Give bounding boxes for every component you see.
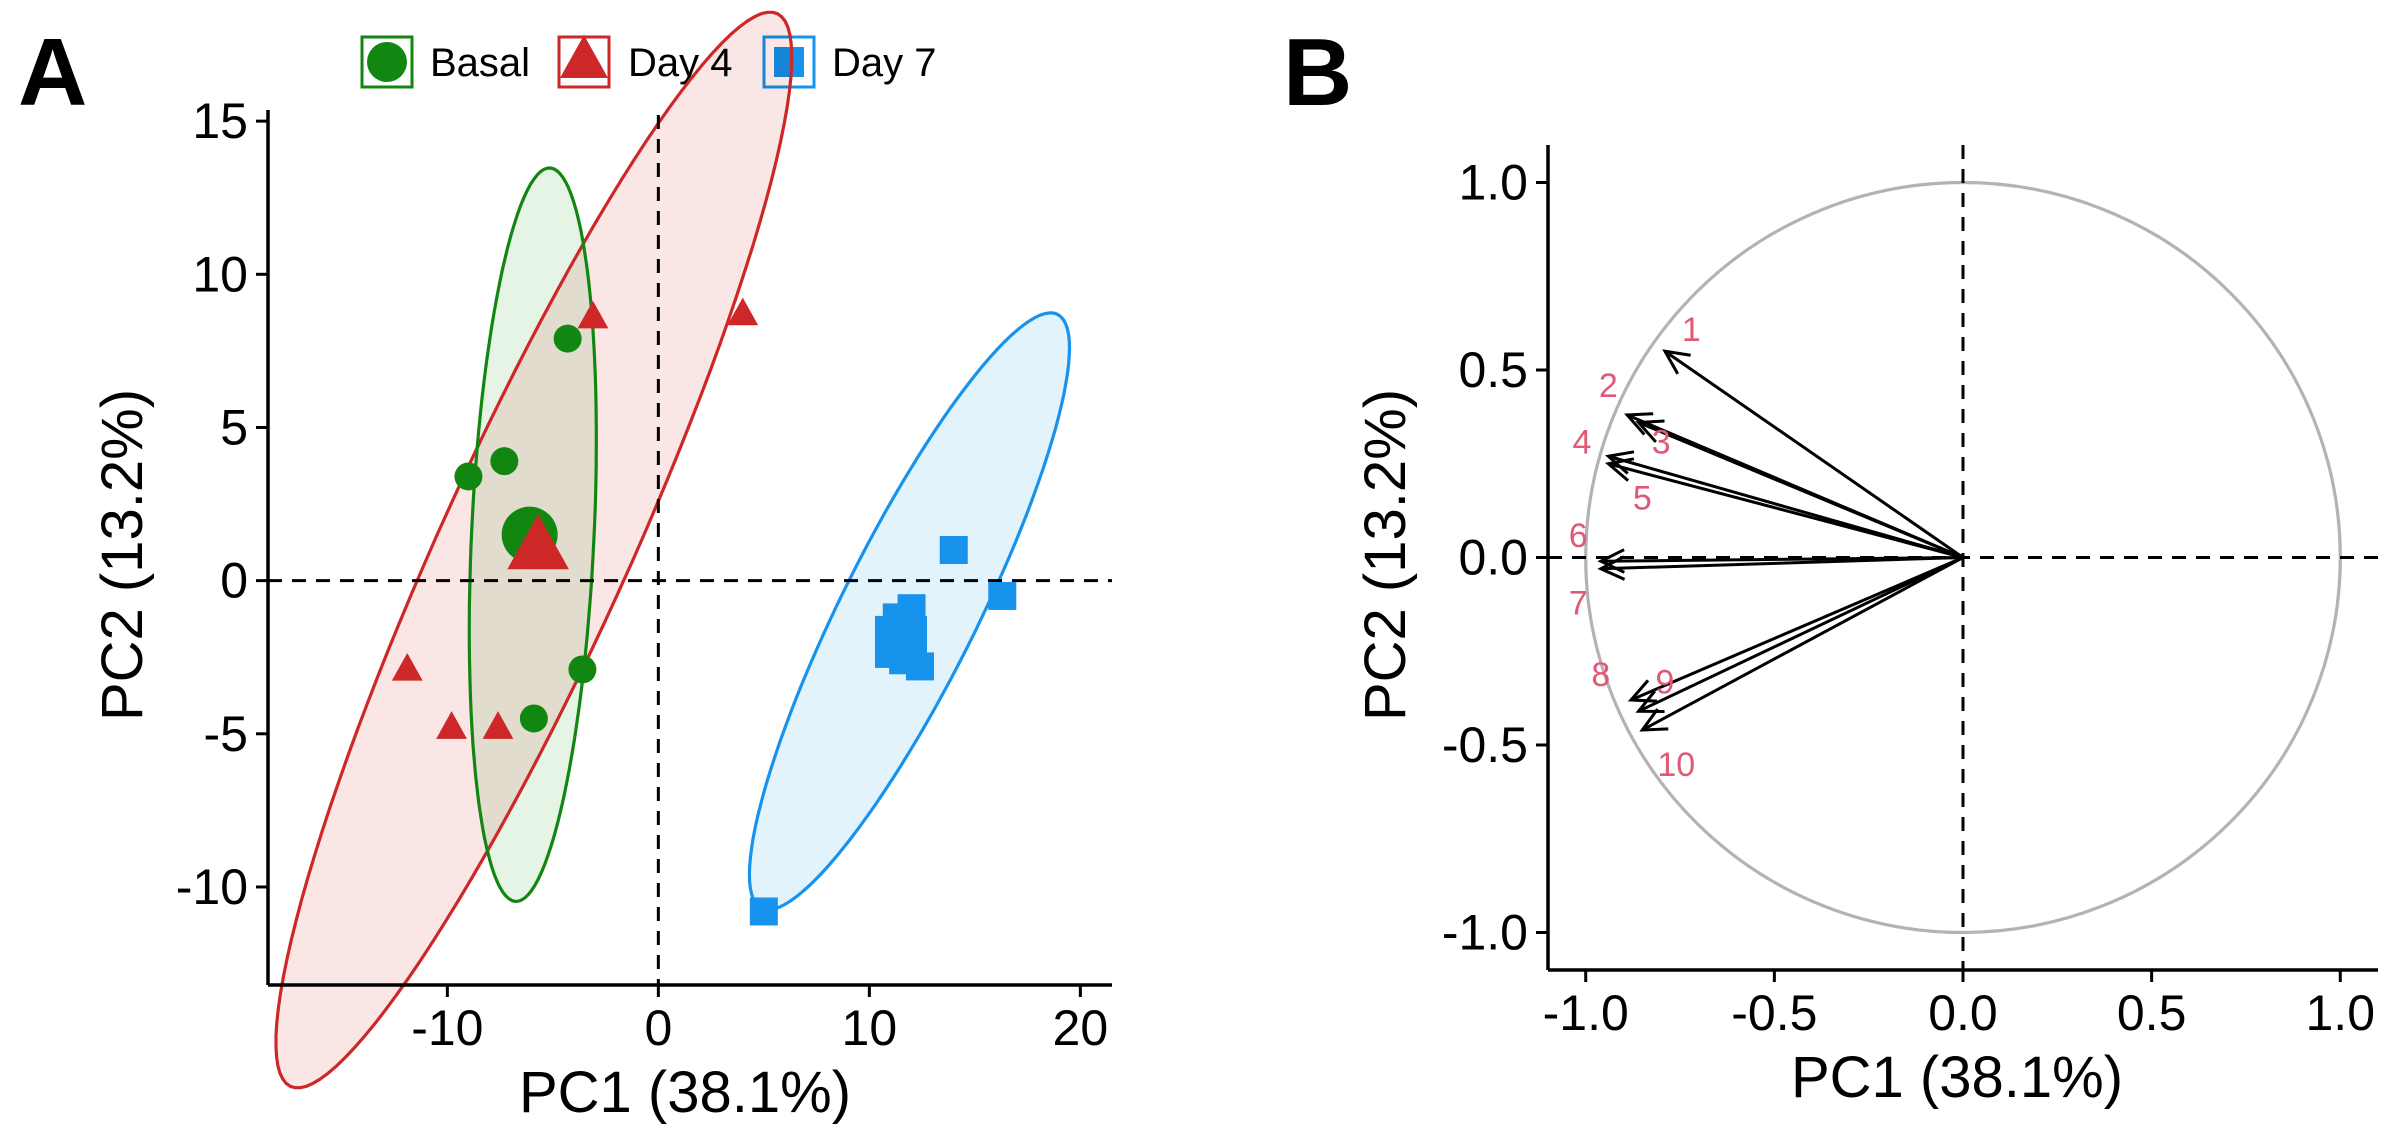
- ellipse-basal: [467, 166, 598, 904]
- data-points: [391, 297, 1017, 926]
- vector-arrowhead-2: [1624, 412, 1654, 436]
- x-tick-label: 10: [842, 1000, 898, 1056]
- vector-arrowhead-3: [1635, 419, 1665, 443]
- vector-label-6: 6: [1569, 517, 1588, 555]
- reference-lines: [268, 115, 1112, 985]
- vector-8: [1630, 556, 1964, 702]
- point-day-4: [577, 300, 609, 329]
- x-tick-label: 20: [1053, 1000, 1109, 1056]
- y-tick-label: 0.5: [1458, 342, 1528, 398]
- point-day-7: [749, 897, 778, 926]
- legend-label-day-7: Day 7: [832, 41, 937, 85]
- point-basal: [519, 704, 548, 733]
- y-axis-title: PC2 (13.2%): [1353, 389, 1418, 721]
- vector-label-8: 8: [1591, 656, 1610, 694]
- point-basal: [454, 462, 483, 491]
- x-tick-label: -10: [411, 1000, 483, 1056]
- panel-b-label: B: [1283, 19, 1352, 126]
- vector-3: [1637, 421, 1964, 559]
- vector-arrowhead-10: [1639, 708, 1669, 732]
- point-basal: [568, 655, 597, 684]
- x-tick-label: 0.0: [1928, 985, 1998, 1041]
- vector-label-3: 3: [1652, 423, 1671, 461]
- x-tick-label: -0.5: [1731, 985, 1817, 1041]
- x-tick-label: 0: [644, 1000, 672, 1056]
- vector-label-1: 1: [1682, 311, 1701, 349]
- centroid-day-4: [507, 513, 569, 570]
- y-tick-label: 0: [220, 553, 248, 609]
- y-tick-label: 15: [192, 93, 248, 149]
- point-day-4: [436, 711, 467, 739]
- y-tick-label: -0.5: [1442, 717, 1528, 773]
- vector-label-9: 9: [1655, 663, 1674, 701]
- vector-label-2: 2: [1599, 367, 1618, 405]
- point-basal: [490, 447, 519, 476]
- vector-arrowhead-1: [1662, 349, 1691, 375]
- vector-9: [1637, 556, 1964, 713]
- point-day-4: [727, 297, 759, 326]
- y-tick-label: 5: [220, 399, 248, 455]
- vector-label-10: 10: [1657, 746, 1695, 784]
- panel-a: A Basal Day 4 Day 7 -10 0 10 20 -10 -5 0 5 10 15: [18, 10, 1112, 1125]
- axes: -10 0 10 20 -10 -5 0 5 10 15: [176, 93, 1112, 1056]
- vector-label-4: 4: [1572, 423, 1591, 461]
- legend-marker-day-4: [560, 35, 608, 78]
- y-tick-label: -5: [204, 706, 248, 762]
- x-axis-title: PC1 (38.1%): [1791, 1045, 2123, 1110]
- y-tick-label: 0.0: [1458, 530, 1528, 586]
- vector-label-7: 7: [1569, 585, 1588, 623]
- vector-label-5: 5: [1633, 480, 1652, 518]
- y-tick-label: 1.0: [1458, 155, 1528, 211]
- axes: -1.0 -0.5 0.0 0.5 1.0 -1.0 -0.5 0.0 0.5 1.0: [1442, 145, 2378, 1041]
- y-tick-label: 10: [192, 246, 248, 302]
- ellipse-day-4: [274, 10, 794, 1090]
- vector-7: [1600, 556, 1964, 571]
- x-axis-title: PC1 (38.1%): [519, 1060, 851, 1125]
- legend-item-basal: Basal: [360, 35, 530, 89]
- vector-1: [1664, 350, 1964, 559]
- centroid-day-7: [875, 615, 927, 668]
- vector-arrowhead-7: [1597, 555, 1626, 581]
- panel-a-label: A: [18, 19, 87, 126]
- point-day-4: [391, 652, 423, 681]
- y-axis-title: PC2 (13.2%): [90, 389, 155, 721]
- legend-marker-basal: [367, 42, 407, 82]
- point-day-4: [482, 711, 514, 739]
- point-day-7: [988, 581, 1017, 610]
- vector-10: [1641, 556, 1964, 732]
- legend: Basal Day 4 Day 7: [360, 35, 937, 89]
- legend-label-basal: Basal: [430, 41, 530, 85]
- y-tick-label: -10: [176, 859, 248, 915]
- point-basal: [553, 324, 582, 353]
- x-tick-label: 1.0: [2306, 985, 2376, 1041]
- y-tick-label: -1.0: [1442, 905, 1528, 961]
- x-tick-label: -1.0: [1543, 985, 1629, 1041]
- point-day-7: [939, 536, 968, 564]
- vector-arrowhead-5: [1605, 457, 1635, 482]
- vector-5: [1607, 462, 1964, 559]
- x-tick-label: 0.5: [2117, 985, 2187, 1041]
